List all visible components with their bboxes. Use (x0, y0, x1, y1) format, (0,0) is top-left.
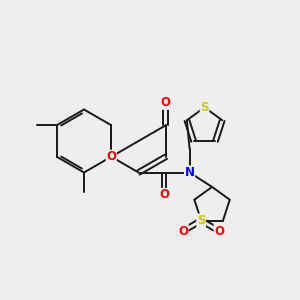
Text: O: O (178, 224, 188, 238)
Text: S: S (197, 214, 206, 227)
Text: S: S (200, 101, 209, 114)
Text: O: O (106, 150, 116, 163)
Text: O: O (214, 224, 224, 238)
Text: O: O (161, 96, 171, 109)
Text: O: O (159, 188, 169, 202)
Text: N: N (184, 166, 195, 179)
